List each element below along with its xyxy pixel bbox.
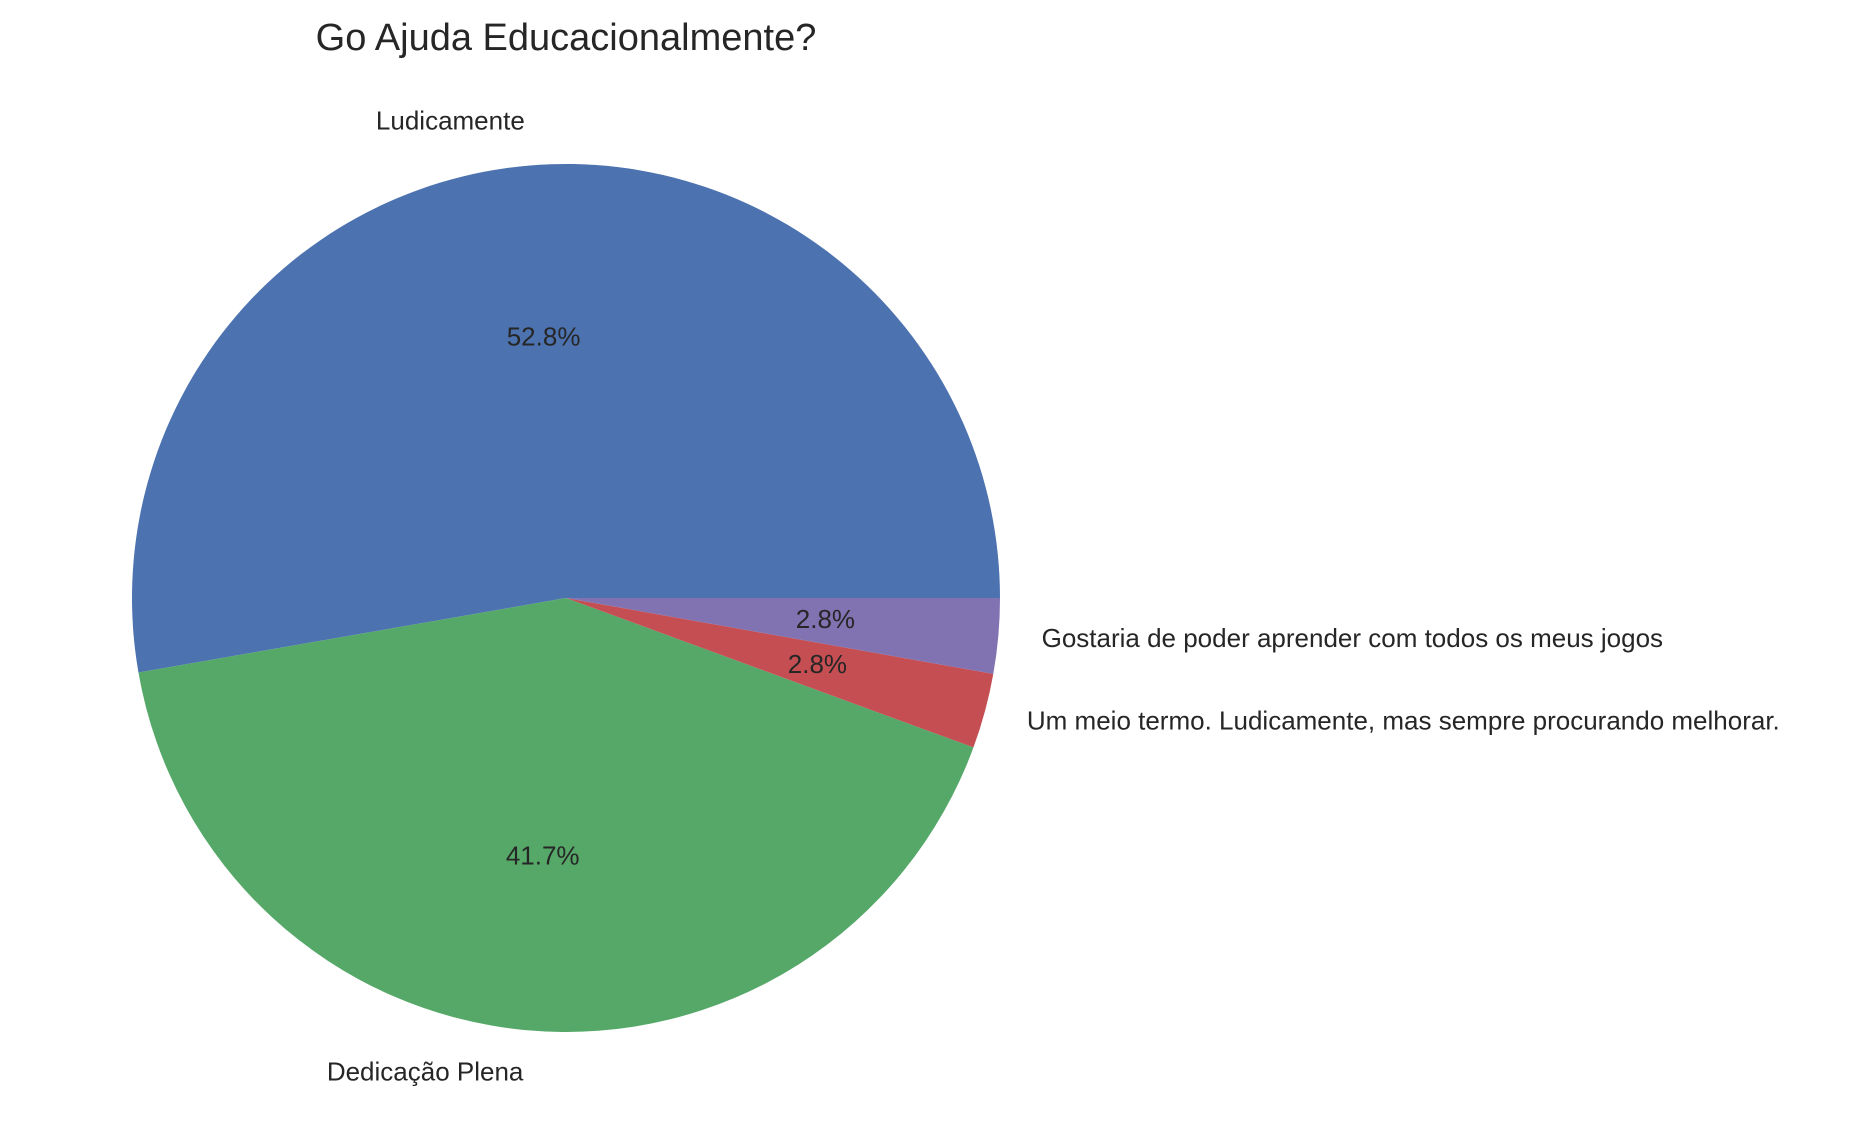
slice-label-um-meio-termo-ludicamente-mas-sempre-procurando-melhorar: Um meio termo. Ludicamente, mas sempre p… xyxy=(1027,705,1780,735)
pct-label-dedicacao-plena: 41.7% xyxy=(506,840,580,870)
pct-label-ludicamente: 52.8% xyxy=(507,321,581,351)
chart-title: Go Ajuda Educacionalmente? xyxy=(316,17,817,59)
pie-slice-um-meio-termo-ludicamente-mas-sempre-procurando-melhorar xyxy=(566,598,994,748)
slice-label-ludicamente: Ludicamente xyxy=(376,105,525,135)
slice-label-gostaria-de-poder-aprender-com-todos-os-meus-jogos: Gostaria de poder aprender com todos os … xyxy=(1042,623,1663,653)
pie-labels: Ludicamente 52.8% Dedicação Plena 41.7% Um m… xyxy=(327,105,1780,1086)
pct-label-um-meio-termo-ludicamente-mas-sempre-procurando-melhorar: 2.8% xyxy=(788,649,847,679)
pie-slice-gostaria-de-poder-aprender-com-todos-os-meus-jogos xyxy=(566,598,1000,674)
pct-label-gostaria-de-poder-aprender-com-todos-os-meus-jogos: 2.8% xyxy=(796,604,855,634)
slice-label-dedicacao-plena: Dedicação Plena xyxy=(327,1056,524,1086)
pie-slice-ludicamente xyxy=(131,163,1000,673)
pie-slice-dedicacao-plena xyxy=(138,598,974,1032)
pie-slices xyxy=(131,163,1000,1032)
